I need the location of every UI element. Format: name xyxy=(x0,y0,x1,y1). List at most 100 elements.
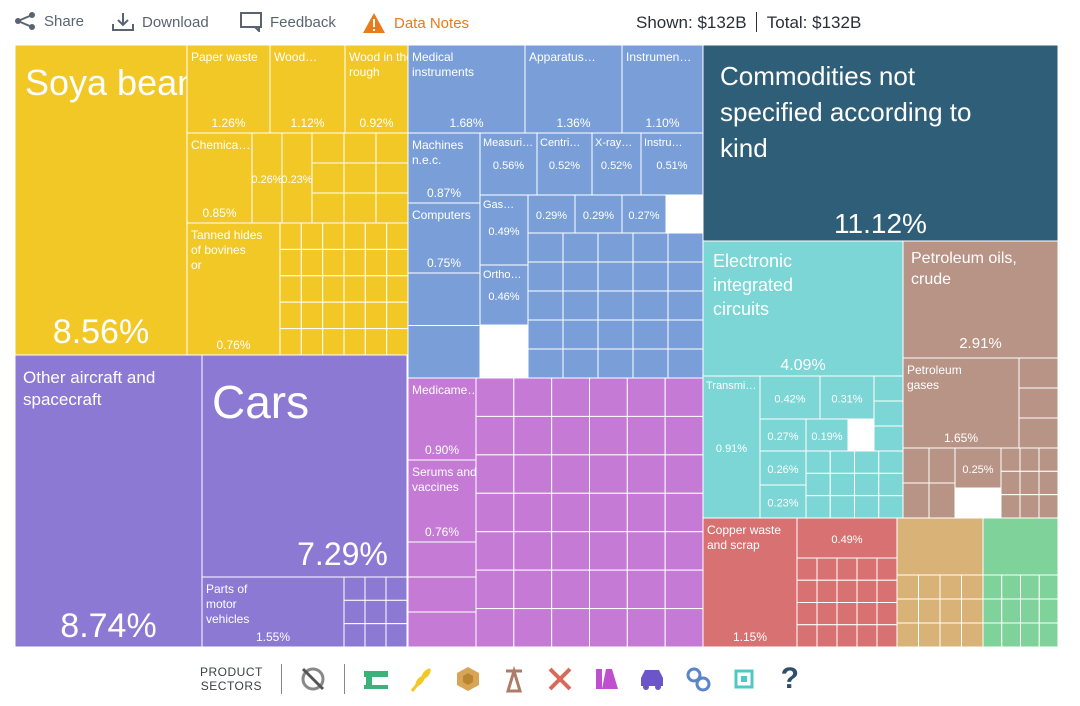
elec-grid-cell[interactable] xyxy=(854,495,880,519)
min-grid3-cell[interactable] xyxy=(1019,494,1040,519)
mach-grid-cell[interactable] xyxy=(667,232,704,263)
agri-grid2-cell[interactable] xyxy=(375,192,409,224)
agri-grid-cell[interactable] xyxy=(364,301,388,330)
data-notes-button[interactable]: Data Notes xyxy=(362,12,469,34)
chem-grid-cell[interactable] xyxy=(513,415,553,456)
tile-misc-22[interactable] xyxy=(702,45,1058,242)
tile-machinery-20[interactable] xyxy=(621,194,667,234)
agri-grid2-cell[interactable] xyxy=(343,192,377,224)
tile-machinery-16[interactable] xyxy=(407,202,481,274)
tile-electronics-27[interactable] xyxy=(759,418,807,452)
metal-grid-cell[interactable] xyxy=(816,557,838,581)
chem-grid-cell[interactable] xyxy=(513,531,553,571)
mach-grid-cell[interactable] xyxy=(527,290,564,321)
chem-grid-cell[interactable] xyxy=(475,492,515,533)
chem-grid-cell[interactable] xyxy=(513,492,553,533)
elec-grid-cell[interactable] xyxy=(805,495,831,519)
chem-grid-cell[interactable] xyxy=(551,569,591,610)
agri-grid2-cell[interactable] xyxy=(343,162,377,194)
metal-grid-cell[interactable] xyxy=(796,557,818,581)
chem-grid-cell[interactable] xyxy=(551,492,591,533)
tile-chemicals-38[interactable] xyxy=(407,377,477,461)
agri-grid-cell[interactable] xyxy=(300,275,324,303)
chem-grid-cell[interactable] xyxy=(664,415,704,456)
tile-electronics-28[interactable] xyxy=(805,418,849,452)
tile-machinery-13[interactable] xyxy=(536,132,593,196)
chem-grid-cell[interactable] xyxy=(626,531,666,571)
agri-grid-cell[interactable] xyxy=(279,328,302,356)
agri-grid-cell[interactable] xyxy=(322,275,345,303)
mach-grid-cell[interactable] xyxy=(667,290,704,321)
chem-grid-cell[interactable] xyxy=(626,492,666,533)
mach-grid-cell[interactable] xyxy=(527,232,564,263)
stone-grid-cell[interactable] xyxy=(961,598,984,624)
chem-grid-cell[interactable] xyxy=(664,569,704,610)
agri-grid2-cell[interactable] xyxy=(375,132,409,164)
chem-grid-cell[interactable] xyxy=(513,454,553,494)
min-grid-cell[interactable] xyxy=(1018,357,1058,389)
chem-grid-cell[interactable] xyxy=(589,454,628,494)
veh-grid-cell[interactable] xyxy=(385,576,408,601)
elec-grid-cell[interactable] xyxy=(829,472,855,497)
tile-machinery-10[interactable] xyxy=(621,45,704,134)
veh-grid-cell[interactable] xyxy=(385,599,408,625)
metal-grid-cell[interactable] xyxy=(856,624,878,647)
chem-grid-cell[interactable] xyxy=(664,608,704,647)
chem-grid-cell[interactable] xyxy=(664,531,704,571)
agri-grid-cell[interactable] xyxy=(322,222,345,250)
agri-grid-cell[interactable] xyxy=(300,222,324,250)
elec-grid2-cell[interactable] xyxy=(873,425,904,452)
veh-grid-cell[interactable] xyxy=(385,623,408,647)
chem-grid-cell[interactable] xyxy=(589,415,628,456)
chem-grid-cell[interactable] xyxy=(626,377,666,417)
metal-grid-cell[interactable] xyxy=(836,557,858,581)
mach-grid-cell[interactable] xyxy=(527,348,564,379)
other-grid-cell[interactable] xyxy=(1038,622,1058,647)
textiles-icon[interactable] xyxy=(361,664,391,694)
stone-grid-cell[interactable] xyxy=(918,622,941,647)
electronics-icon[interactable] xyxy=(729,664,759,694)
chem-grid-cell[interactable] xyxy=(551,454,591,494)
mach-grid-cell[interactable] xyxy=(632,232,669,263)
chem-grid-cell[interactable] xyxy=(551,608,591,647)
agri-grid-cell[interactable] xyxy=(386,301,409,330)
mach-grid-cell[interactable] xyxy=(667,319,704,350)
agri-grid-cell[interactable] xyxy=(300,301,324,330)
agri-grid-cell[interactable] xyxy=(386,275,409,303)
chem-grid-cell[interactable] xyxy=(626,608,666,647)
agri-grid-cell[interactable] xyxy=(364,248,388,277)
chem-grid2-cell[interactable] xyxy=(407,541,477,578)
agri-grid2-cell[interactable] xyxy=(375,162,409,194)
elec-grid-cell[interactable] xyxy=(805,472,831,497)
agri-grid-cell[interactable] xyxy=(364,222,388,250)
elec-grid-cell[interactable] xyxy=(878,472,904,497)
chemicals-icon[interactable] xyxy=(591,664,621,694)
other-grid-cell[interactable] xyxy=(982,574,1003,600)
metal-grid-cell[interactable] xyxy=(856,602,878,626)
metal-grid-cell[interactable] xyxy=(876,624,898,647)
chem-grid-cell[interactable] xyxy=(475,454,515,494)
elec-grid-cell[interactable] xyxy=(878,450,904,474)
agri-grid2-cell[interactable] xyxy=(311,192,345,224)
agri-grid2-cell[interactable] xyxy=(343,132,377,164)
veh-grid-cell[interactable] xyxy=(364,576,387,601)
tile-machinery-11[interactable] xyxy=(407,132,481,204)
mach-grid-cell[interactable] xyxy=(597,261,634,292)
chem-grid-cell[interactable] xyxy=(551,415,591,456)
elec-grid-cell[interactable] xyxy=(854,450,880,474)
min-grid3-cell[interactable] xyxy=(1019,470,1040,496)
chem-grid-cell[interactable] xyxy=(475,608,515,647)
other-grid-cell[interactable] xyxy=(1001,622,1021,647)
share-button[interactable]: Share xyxy=(14,12,84,30)
tile-electronics-29[interactable] xyxy=(759,450,807,486)
mach-grid-cell[interactable] xyxy=(597,348,634,379)
agri-grid-cell[interactable] xyxy=(343,328,366,356)
mach-grid-cell[interactable] xyxy=(527,261,564,292)
agri-grid-cell[interactable] xyxy=(279,248,302,277)
metals-icon[interactable] xyxy=(545,664,575,694)
chem-grid-cell[interactable] xyxy=(589,492,628,533)
tile-vehicles-34[interactable] xyxy=(15,354,203,647)
chem-grid-cell[interactable] xyxy=(589,377,628,417)
chem-grid2-cell[interactable] xyxy=(407,611,477,647)
mach-grid-cell[interactable] xyxy=(667,261,704,292)
